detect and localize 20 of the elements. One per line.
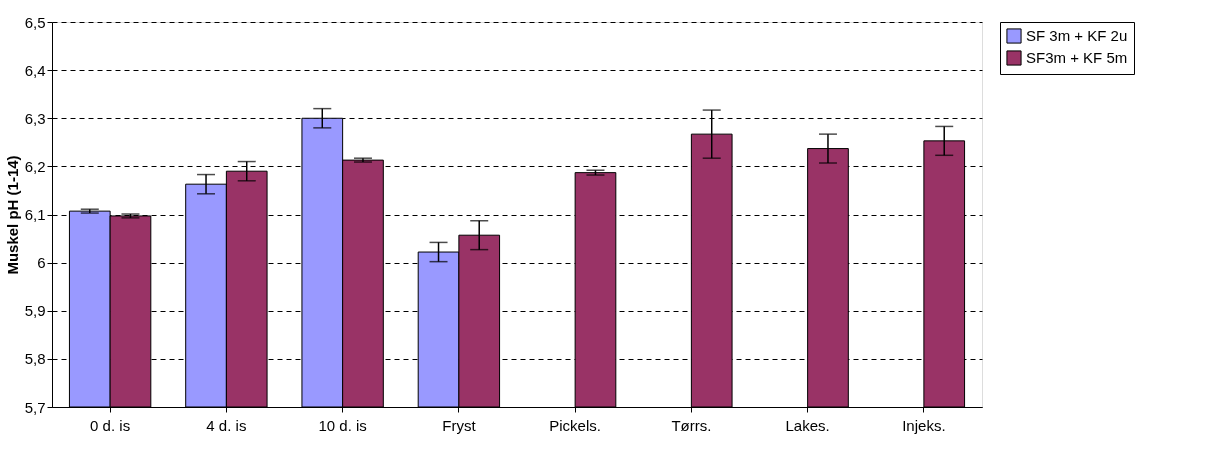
y-tick-label: 5,9 xyxy=(24,302,46,320)
y-axis-title: Muskel pH (1-14) xyxy=(3,155,21,275)
legend-label: SF 3m + KF 2u xyxy=(1026,27,1128,44)
y-tick-label: 6,4 xyxy=(24,61,46,79)
x-tick-label: 4 d. is xyxy=(206,416,247,434)
legend-label: SF3m + KF 5m xyxy=(1026,49,1128,66)
y-tick-label: 6,3 xyxy=(24,109,46,127)
y-tick-label: 5,7 xyxy=(24,398,46,416)
y-tick-label: 6,1 xyxy=(24,206,46,223)
x-tick-label: Lakes. xyxy=(785,416,830,434)
x-tick-label: 10 d. is xyxy=(318,416,367,434)
x-tick-label: Injeks. xyxy=(902,416,946,434)
y-tick-label: 5,8 xyxy=(24,350,46,368)
y-tick-label: 6,2 xyxy=(24,157,46,175)
x-tick-label: Tørrs. xyxy=(671,416,712,434)
x-tick-label: 0 d. is xyxy=(90,416,131,434)
y-tick-label: 6 xyxy=(37,254,46,272)
y-tick-label: 6,5 xyxy=(24,13,46,31)
x-tick-label: Fryst xyxy=(442,416,477,434)
x-tick-label: Pickels. xyxy=(549,416,601,434)
